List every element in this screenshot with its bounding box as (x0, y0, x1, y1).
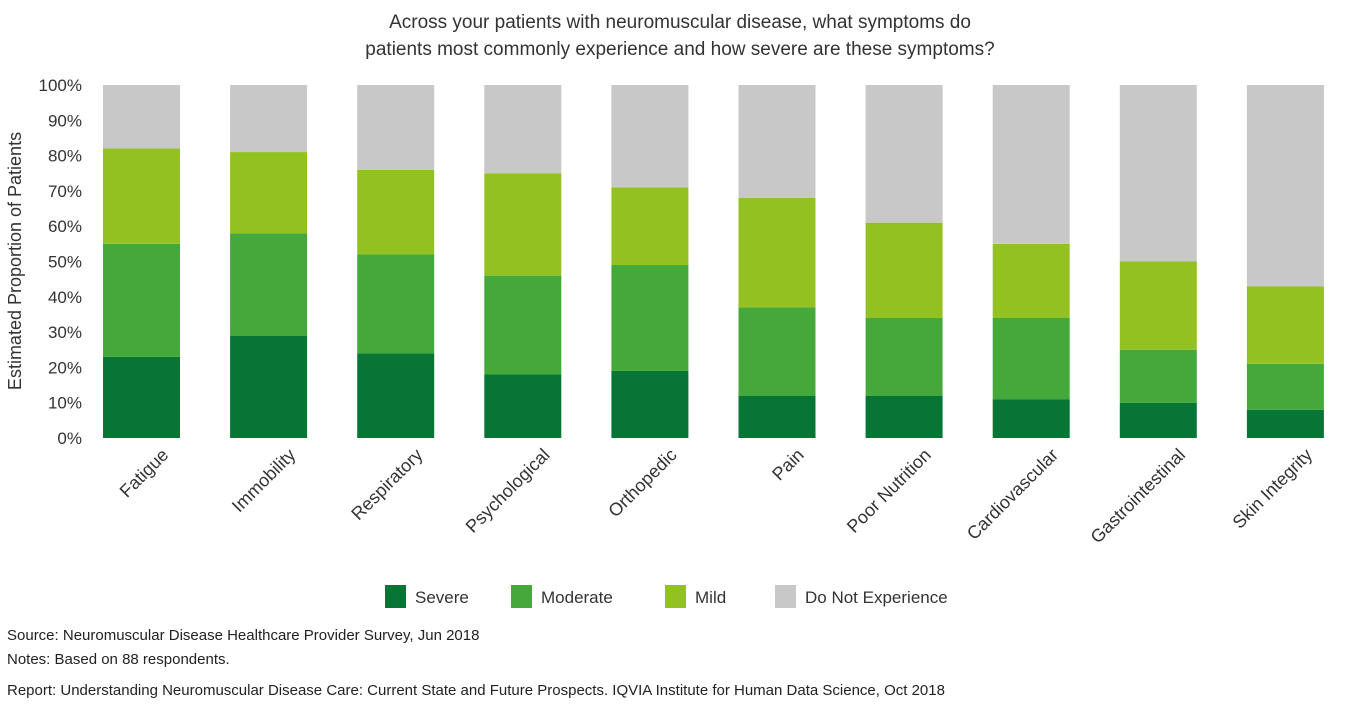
bar-segment-moderate (865, 317, 943, 396)
bar-segment-moderate (103, 243, 180, 357)
legend-label: Mild (695, 588, 726, 607)
bar-segment-do-not-experience (357, 85, 435, 170)
bar-segment-moderate (611, 265, 689, 371)
legend-swatch (665, 585, 686, 608)
legend-swatch (385, 585, 406, 608)
bar-segment-moderate (1119, 349, 1197, 403)
x-category-label: Fatigue (116, 445, 173, 502)
y-tick-label: 50% (48, 253, 82, 272)
legend-label: Moderate (541, 588, 613, 607)
bar-segment-mild (103, 148, 180, 244)
x-axis-category-labels: Fatigue Immobility Respiratory Psychologica… (116, 445, 1317, 548)
bar-segment-severe (357, 353, 435, 438)
bar-segment-moderate (992, 317, 1070, 400)
x-category-label: Orthopedic (604, 445, 680, 521)
x-category-label: Poor Nutrition (843, 445, 935, 537)
bar-segment-mild (1119, 261, 1197, 350)
bar-segment-mild (1246, 286, 1324, 364)
bar-segment-moderate (357, 254, 435, 354)
stacked-bar-chart: Across your patients with neuromuscular … (5, 12, 1324, 608)
legend: Severe Moderate Mild Do Not Experience (385, 585, 948, 608)
bar-segment-moderate (484, 275, 562, 375)
y-axis-ticks: 0% 10% 20% 30% 40% 50% 60% 70% 80% 90% 100% (39, 76, 82, 448)
y-tick-label: 20% (48, 358, 82, 377)
bar-segment-mild (230, 152, 308, 234)
bar-segment-severe (230, 335, 308, 438)
legend-swatch (775, 585, 796, 608)
bar-segment-do-not-experience (230, 85, 308, 153)
bar-segment-mild (738, 197, 816, 308)
y-tick-label: 10% (48, 394, 82, 413)
legend-label: Severe (415, 588, 469, 607)
bar-segment-moderate (738, 307, 816, 396)
bar-segment-do-not-experience (1246, 85, 1324, 287)
bar-segment-severe (484, 374, 562, 438)
bar-segment-moderate (230, 233, 308, 336)
bar-segment-do-not-experience (103, 85, 180, 149)
x-category-label: Gastrointestinal (1087, 445, 1190, 548)
y-tick-label: 60% (48, 217, 82, 236)
chart-title-line-1: Across your patients with neuromuscular … (389, 12, 971, 33)
bar-segment-do-not-experience (865, 85, 943, 223)
chart-title-line-2: patients most commonly experience and ho… (365, 39, 994, 60)
bar-segment-mild (484, 173, 562, 276)
bar-segment-severe (611, 370, 689, 438)
bar-segment-do-not-experience (992, 85, 1070, 244)
bar-segment-mild (357, 169, 435, 255)
y-tick-label: 80% (48, 147, 82, 166)
y-axis-label: Estimated Proportion of Patients (5, 132, 25, 390)
bar-segment-severe (103, 356, 180, 438)
bar-segment-do-not-experience (611, 85, 689, 188)
bar-segment-mild (611, 187, 689, 266)
bar-segment-do-not-experience (738, 85, 816, 198)
x-category-label: Skin Integrity (1229, 445, 1317, 533)
bar-segment-mild (992, 243, 1070, 318)
y-tick-label: 0% (57, 429, 82, 448)
bar-segment-do-not-experience (484, 85, 562, 174)
bar-segment-moderate (1246, 363, 1324, 410)
report-citation: Report: Understanding Neuromuscular Dise… (7, 682, 945, 699)
y-tick-label: 70% (48, 182, 82, 201)
y-tick-label: 40% (48, 288, 82, 307)
x-category-label: Pain (768, 445, 808, 485)
y-tick-label: 90% (48, 111, 82, 130)
bar-segment-mild (865, 222, 943, 318)
source-note: Source: Neuromuscular Disease Healthcare… (7, 627, 480, 644)
x-category-label: Respiratory (347, 445, 426, 524)
x-category-label: Cardiovascular (963, 445, 1062, 544)
x-category-label: Psychological (462, 445, 554, 537)
bar-segment-severe (1246, 409, 1324, 438)
x-category-label: Immobility (228, 445, 299, 516)
bar-segment-do-not-experience (1119, 85, 1197, 262)
y-tick-label: 100% (39, 76, 82, 95)
notes: Notes: Based on 88 respondents. (7, 651, 230, 668)
legend-swatch (511, 585, 532, 608)
bar-segment-severe (738, 395, 816, 438)
bar-segment-severe (1119, 402, 1197, 438)
bar-segment-severe (992, 399, 1070, 438)
bar-segment-severe (865, 395, 943, 438)
legend-label: Do Not Experience (805, 588, 948, 607)
bars (103, 85, 1324, 438)
y-tick-label: 30% (48, 323, 82, 342)
